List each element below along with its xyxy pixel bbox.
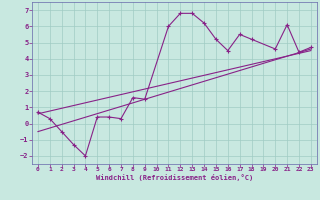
X-axis label: Windchill (Refroidissement éolien,°C): Windchill (Refroidissement éolien,°C) — [96, 174, 253, 181]
